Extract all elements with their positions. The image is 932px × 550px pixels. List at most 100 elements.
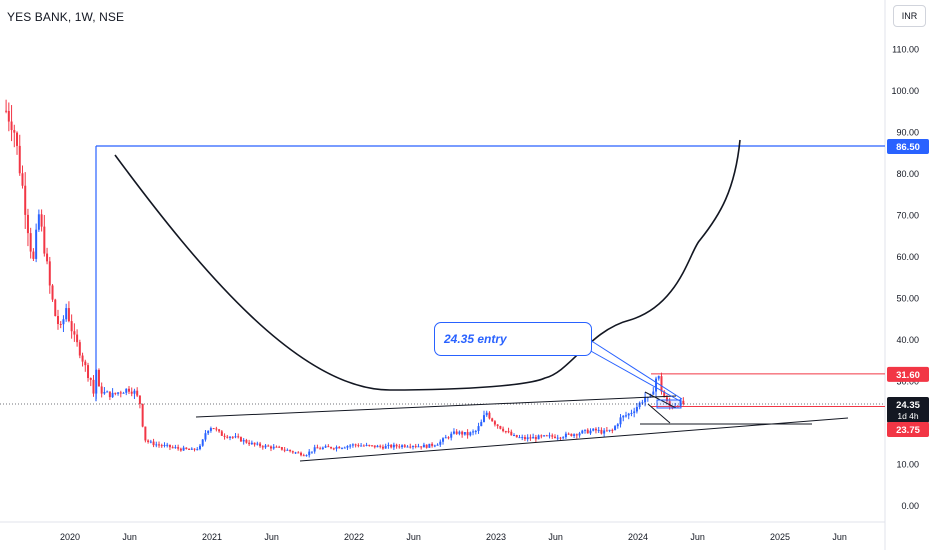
price-label-text: 23.75 [896,425,920,436]
candle-body [37,214,40,230]
candle-body [5,110,8,112]
candle-body [141,403,144,427]
annotation-callout[interactable]: 24.35 entry [434,322,592,356]
candle-body [114,392,117,394]
candle-body [171,447,174,449]
x-tick-label: Jun [264,532,279,542]
candle-body [223,435,226,437]
candle-body [239,437,242,442]
candle-body [521,437,524,439]
candle-body [250,442,253,445]
candle-body [641,402,644,404]
candle-body [67,308,70,322]
candle-body [518,437,521,439]
entry-box[interactable] [656,399,682,409]
price-label-bg [887,139,929,155]
candle-body [138,395,141,404]
x-tick-label: Jun [548,532,563,542]
candle-body [89,377,92,380]
candles [5,99,685,458]
candle-body [455,431,458,434]
candle-body [652,391,655,395]
lower-trendline[interactable] [299,417,849,462]
candle-body [578,433,581,436]
flag-line-2[interactable] [647,403,671,424]
candle-body [272,446,275,449]
candle-body [461,431,464,435]
candle-body [7,110,10,122]
annotation-text: 24.35 entry [444,332,507,346]
candle-body [59,323,62,325]
candle-body [482,415,485,422]
candle-body [600,429,603,434]
price-label-text: 86.50 [896,142,920,153]
candle-body [73,331,76,335]
candle-body [523,437,526,440]
candle-body [398,446,401,448]
y-tick-label: 0.00 [901,501,919,511]
candle-body [436,444,439,446]
y-tick-label: 40.00 [896,335,919,345]
candle-body [65,308,68,320]
price-label-text: 24.35 [896,400,920,411]
x-tick-label: 2021 [202,532,222,542]
candle-body [425,444,428,448]
candle-body [130,391,133,394]
candle-body [526,437,529,440]
cup-curve[interactable] [114,139,741,391]
chart-title: YES BANK, 1W, NSE [7,10,125,24]
candle-body [493,421,496,425]
candle-body [360,445,363,447]
candle-body [682,400,685,405]
candle-body [488,412,491,419]
candle-body [343,447,346,449]
candle-body [477,426,480,431]
candle-body [627,413,630,416]
candle-body [46,253,49,262]
candle-body [234,436,237,438]
candle-body [559,437,562,439]
candle-body [603,430,606,434]
candle-body [51,285,54,300]
time-axis[interactable]: 2020 Jun 2021 Jun 2022 Jun 2023 Jun 2024 Jun 2025 J… [60,532,847,542]
candle-body [420,446,423,448]
candle-body [480,421,483,427]
candle-body [392,444,395,448]
candle-body [570,433,573,436]
upper-trendline[interactable] [195,395,677,418]
y-tick-label: 110.00 [892,45,919,55]
candle-body [48,261,51,286]
candle-body [163,444,166,446]
candle-body [562,437,565,439]
candle-body [136,390,139,396]
candle-body [537,435,540,440]
candle-body [444,437,447,439]
candle-body [340,447,343,449]
y-tick-label: 80.00 [896,169,919,179]
candle-body [160,445,163,447]
candle-body [586,429,589,434]
currency-button[interactable]: INR [893,5,926,27]
candle-body [18,145,21,174]
candle-body [499,426,502,429]
candle-body [229,436,232,438]
candle-body [289,449,292,452]
candle-body [403,445,406,447]
candle-body [193,448,196,450]
candle-body [584,429,587,431]
callout-pointer [579,344,681,402]
candle-body [215,428,218,430]
countdown-label: 1d 4h [897,411,919,421]
candle-body [458,431,461,434]
trendline-drawings[interactable] [0,139,885,462]
candle-body [209,428,212,431]
price-axis[interactable]: 110.00 100.00 90.00 80.00 70.00 60.00 50.00 40.… [891,45,919,512]
candle-body [212,428,215,430]
candle-body [13,130,16,133]
candle-body [450,433,453,438]
candle-body [231,436,234,438]
candle-body [624,415,627,417]
candle-body [553,436,556,439]
